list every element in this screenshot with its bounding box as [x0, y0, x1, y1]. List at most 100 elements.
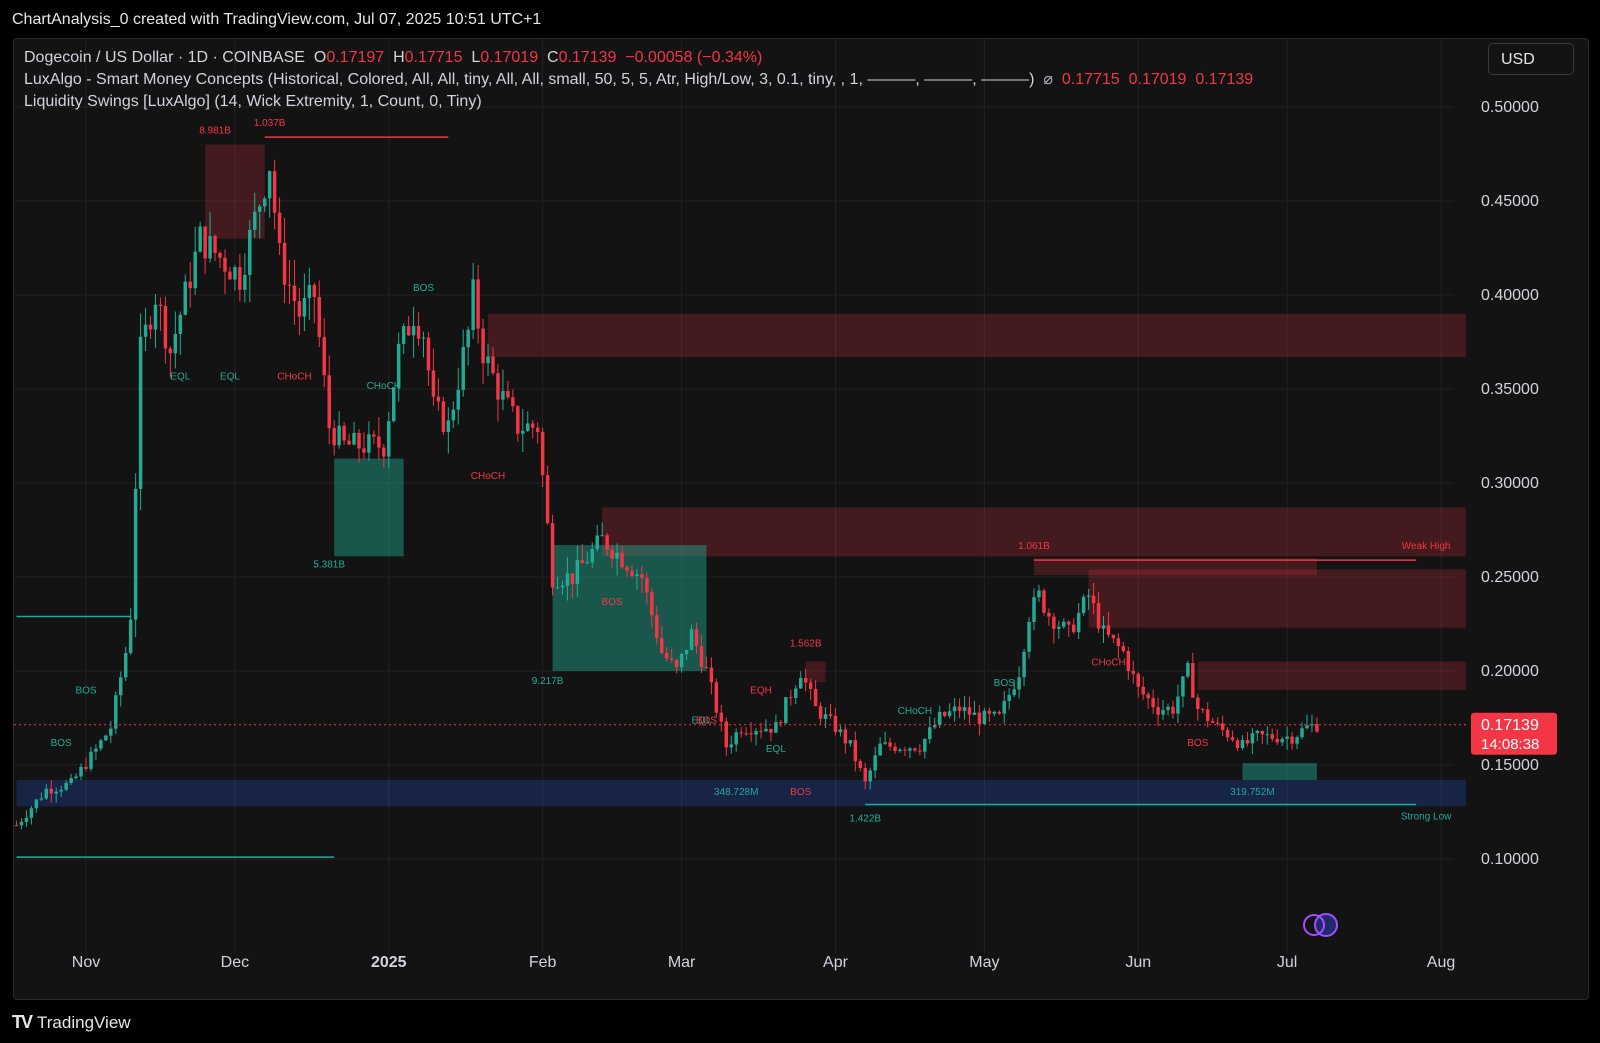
indicator-row-liquidity[interactable]: Liquidity Swings [LuxAlgo] (14, Wick Ext…	[24, 91, 1253, 113]
candle-body	[789, 697, 793, 699]
candle-body	[1067, 621, 1071, 625]
low-value: 0.17019	[480, 49, 539, 66]
candle-body	[337, 425, 341, 446]
candle-body	[972, 712, 977, 715]
chart-legend: Dogecoin / US Dollar · 1D · COINBASE O0.…	[24, 47, 1253, 113]
candle-body	[645, 577, 649, 593]
candle-body	[44, 788, 49, 799]
candle-body	[178, 314, 183, 335]
candle-body	[1081, 596, 1086, 614]
indicator-liquidity-label[interactable]: Liquidity Swings [LuxAlgo] (14, Wick Ext…	[24, 93, 482, 110]
indicator-row-smc[interactable]: LuxAlgo - Smart Money Concepts (Historic…	[24, 69, 1253, 91]
candle-body	[784, 697, 788, 724]
candle-body	[188, 281, 192, 289]
y-axis-tick-label: 0.35000	[1481, 381, 1539, 398]
candle-body	[1101, 625, 1106, 629]
price-tag-countdown: 14:08:38	[1481, 736, 1539, 753]
candle-body	[1255, 730, 1260, 734]
candle-body	[267, 171, 272, 199]
candle-body	[471, 279, 475, 330]
candle-body	[1315, 724, 1319, 732]
candle-body	[1136, 673, 1140, 687]
candle-body	[332, 428, 336, 446]
candle-body	[1196, 697, 1200, 710]
symbol-row[interactable]: Dogecoin / US Dollar · 1D · COINBASE O0.…	[24, 47, 1253, 69]
candle-body	[317, 297, 322, 338]
candle-body	[803, 677, 808, 683]
price-tag[interactable]	[1471, 712, 1557, 755]
chart-panel[interactable]: 8.981B 1.037B EQL EQL CHoCH BOS CHoCH CHoCH 5.38…	[13, 38, 1589, 1000]
smc-label: EQH	[750, 686, 772, 697]
tradingview-logo[interactable]: TV TradingView	[12, 1012, 131, 1033]
eye-off-icon[interactable]: ⌀	[1043, 71, 1053, 88]
candle-body	[84, 766, 88, 769]
candle-body	[114, 695, 118, 729]
symbol-name[interactable]: Dogecoin / US Dollar · 1D · COINBASE	[24, 49, 305, 66]
candle-body	[401, 326, 406, 344]
candle-body	[1245, 739, 1250, 744]
candle-body	[888, 742, 892, 747]
candle-body	[1042, 590, 1046, 613]
candle-body	[391, 387, 396, 422]
candle-body	[292, 285, 297, 302]
candle-body	[128, 619, 133, 654]
supply-zone	[805, 661, 826, 683]
candle-body	[89, 751, 93, 769]
candle-body	[674, 659, 679, 668]
candle-body	[625, 567, 629, 571]
candle-body	[1126, 650, 1131, 671]
candle-body	[535, 427, 540, 432]
candle-body	[59, 789, 63, 792]
candle-body	[813, 688, 818, 707]
candle-body	[203, 226, 207, 259]
flag-icon[interactable]	[1314, 913, 1338, 937]
candle-body	[208, 236, 212, 259]
candle-body	[600, 535, 604, 537]
smc-label: 319.752M	[1230, 787, 1274, 798]
candle-body	[540, 431, 545, 475]
candle-body	[99, 740, 103, 749]
currency-button[interactable]: USD	[1488, 43, 1574, 75]
candle-body	[1106, 625, 1111, 635]
candle-body	[29, 808, 34, 818]
candle-body	[173, 334, 178, 354]
candle-body	[1012, 689, 1016, 695]
candle-body	[1300, 728, 1304, 738]
smc-label: 1.037B	[254, 118, 286, 129]
candle-body	[729, 744, 733, 748]
candle-body	[1230, 737, 1235, 741]
candle-body	[1091, 595, 1096, 604]
candle-body	[1270, 734, 1274, 739]
candle-body	[466, 329, 470, 348]
candle-body	[545, 474, 550, 524]
x-axis-tick-label: Nov	[72, 954, 100, 971]
candle-body	[287, 284, 292, 286]
candle-body	[262, 198, 267, 207]
candle-body	[1240, 739, 1245, 749]
close-value: 0.17139	[558, 49, 617, 66]
smc-label: BOS	[790, 787, 811, 798]
candle-body	[635, 574, 639, 576]
candle-body	[992, 711, 997, 714]
candle-body	[689, 629, 694, 650]
candle-body	[908, 748, 912, 751]
tradingview-logo-icon: TV	[12, 1012, 33, 1032]
candle-body	[580, 560, 585, 563]
candle-body	[1076, 613, 1081, 633]
indicator-smc-label[interactable]: LuxAlgo - Smart Money Concepts (Historic…	[24, 71, 1035, 88]
price-chart[interactable]: 8.981B 1.037B EQL EQL CHoCH BOS CHoCH CHoCH 5.38…	[14, 39, 1588, 999]
candle-body	[426, 337, 431, 371]
candle-body	[1250, 733, 1255, 744]
candle-body	[421, 337, 426, 339]
candle-body	[1235, 740, 1240, 749]
candle-body	[69, 778, 73, 783]
candle-body	[243, 274, 247, 290]
candle-body	[163, 305, 168, 349]
candle-body	[1290, 736, 1294, 744]
candle-body	[873, 755, 877, 771]
flag-ring-icon	[1303, 914, 1325, 936]
supply-zone	[1197, 661, 1466, 690]
smc-label: 9.217B	[532, 676, 564, 687]
candle-body	[257, 206, 262, 212]
smc-label: BOS	[1187, 738, 1208, 749]
